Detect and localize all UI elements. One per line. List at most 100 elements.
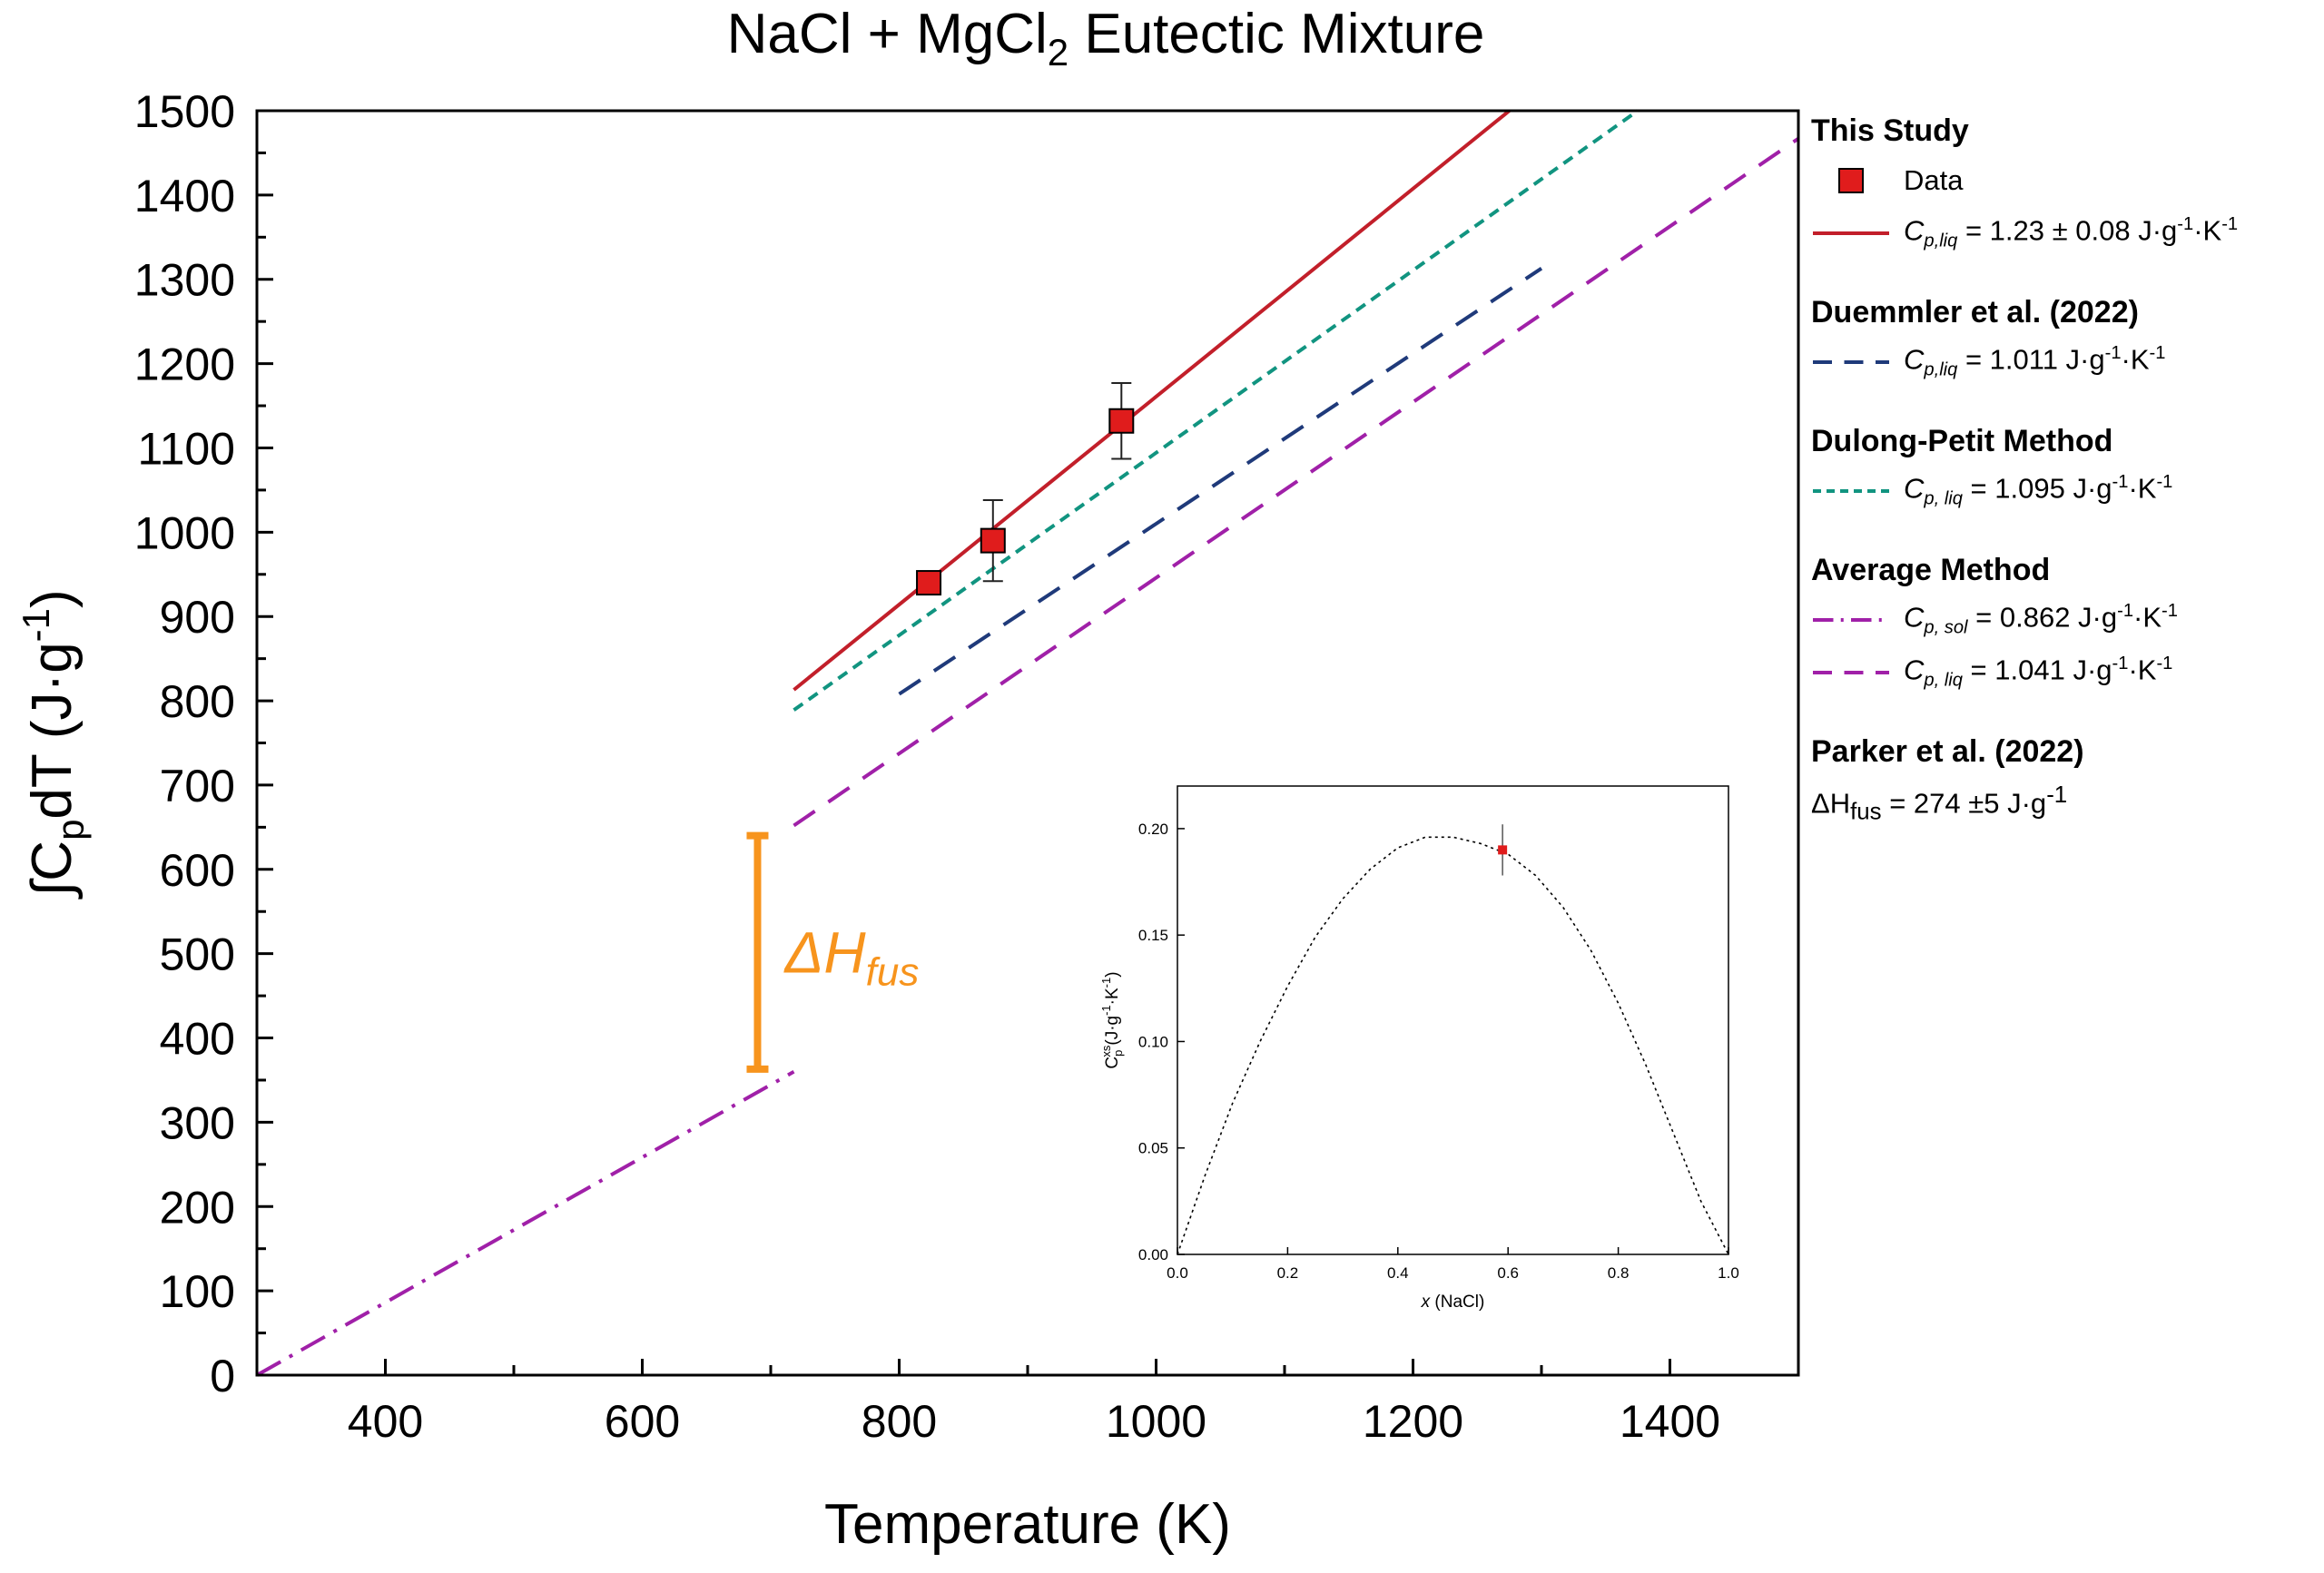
legend-label-symbol: C	[1904, 601, 1925, 634]
inset-x-tick-label: 0.4	[1387, 1264, 1409, 1282]
chart-title: NaCl + MgCl2 Eutectic Mixture	[727, 3, 1485, 74]
inset-x-tick-label: 0.0	[1167, 1264, 1188, 1282]
legend-group-title: Average Method	[1811, 553, 2051, 587]
y-tick-label: 300	[160, 1097, 235, 1148]
inset-axis-ticks: 0.0 0.2 0.4 0.6 0.8 1.0 0.00 0.05 0.10 0.15 0.20	[1138, 821, 1739, 1282]
series-line	[793, 109, 1640, 712]
ylabel-text: dT (J·g	[21, 642, 84, 819]
annotation-text: ΔH	[783, 919, 866, 985]
legend-entry: Cp, liq = 1.041 J·g-1·K-1	[1811, 646, 2319, 699]
ylabel-text: )	[21, 589, 84, 608]
inset-y-tick-label: 0.10	[1138, 1033, 1168, 1050]
y-tick-label: 1300	[134, 255, 235, 306]
legend-label-text: ·K	[2128, 472, 2157, 505]
plot-frame	[255, 109, 1800, 1377]
legend-swatch	[1811, 220, 1891, 247]
data-point	[980, 527, 1006, 554]
y-tick-label: 1500	[134, 86, 235, 137]
y-tick-label: 400	[160, 1014, 235, 1065]
legend-entry: Cp,liq = 1.011 J·g-1·K-1	[1811, 336, 2319, 388]
data-point	[916, 570, 942, 596]
title-text: Eutectic Mixture	[1068, 3, 1484, 65]
series-line	[793, 136, 1800, 828]
legend-group-title: Duemmler et al. (2022)	[1811, 295, 2139, 329]
legend-swatch	[1811, 659, 1891, 686]
legend-label-subscript-text: p, sol	[1924, 617, 1968, 638]
legend-group: Duemmler et al. (2022) Cp,liq = 1.011 J·g…	[1811, 292, 2319, 388]
legend-group-title: Dulong-Petit Method	[1811, 424, 2113, 458]
legend-group: This Study Data Cp,liq = 1.23 ± 0.08 J·g-1…	[1811, 111, 2319, 260]
legend-label-text: = 1.095 J·g	[1962, 472, 2112, 505]
series-line	[256, 1069, 795, 1377]
legend-label-superscript: -1	[2104, 343, 2122, 364]
series-layer: ΔHfus	[256, 109, 1800, 1377]
legend-note-text: ΔH	[1811, 787, 1851, 820]
legend-label-text: ·K	[2121, 343, 2150, 376]
y-tick-label: 100	[160, 1266, 235, 1317]
x-tick-label: 1000	[1106, 1396, 1206, 1447]
y-tick-label: 600	[160, 845, 235, 896]
legend-label-text: = 1.041 J·g	[1962, 654, 2112, 686]
legend-label-subscript: p, sol	[1924, 618, 1967, 638]
legend-label-superscript: -1	[2162, 601, 2178, 622]
inset-background	[1177, 786, 1728, 1254]
legend-label-subscript: p,liq	[1924, 231, 1957, 251]
legend-swatch-graphic	[1813, 618, 1889, 622]
legend-note-subscript: fus	[1850, 799, 1882, 825]
inset-series-line	[1177, 836, 1729, 1255]
legend-label-superscript: -1	[2149, 343, 2166, 364]
title-text: NaCl + MgCl	[727, 3, 1048, 65]
legend-entry: Cp, liq = 1.095 J·g-1·K-1	[1811, 465, 2319, 517]
inset-x-axis-label: x (NaCl)	[1421, 1293, 1485, 1312]
inset-y-tick-label: 0.15	[1138, 927, 1168, 944]
inset-x-tick-label: 0.8	[1608, 1264, 1630, 1282]
legend-group: Parker et al. (2022) ΔHfus = 274 ±5 J·g-1	[1811, 732, 2319, 832]
annotation-label: ΔHfus	[783, 919, 919, 994]
legend-swatch	[1811, 167, 1891, 194]
x-tick-label: 600	[605, 1396, 680, 1447]
legend-entry-label: Cp, liq = 1.095 J·g-1·K-1	[1904, 472, 2172, 510]
inset-ylabel-text: C	[1103, 1057, 1122, 1069]
legend-label-subscript-text: p, liq	[1924, 488, 1963, 509]
legend-swatch	[1811, 477, 1891, 505]
y-tick-label: 900	[160, 592, 235, 643]
legend-entry-label: Cp, sol = 0.862 J·g-1·K-1	[1904, 601, 2178, 639]
x-tick-label: 800	[862, 1396, 937, 1447]
data-point	[1108, 408, 1135, 434]
legend-marker-square	[1838, 168, 1864, 193]
y-tick-label: 1200	[134, 339, 235, 390]
legend-entry-label: Cp,liq = 1.23 ± 0.08 J·g-1·K-1	[1904, 214, 2238, 252]
ylabel-text: ∫C	[21, 841, 84, 900]
legend-label-superscript: -1	[2156, 472, 2173, 493]
legend-note-text: = 274 ±5 J·g	[1881, 787, 2047, 820]
inset-ylabel-superscript: -1	[1099, 1005, 1113, 1016]
legend-label-symbol: C	[1904, 214, 1925, 247]
x-axis-label: Temperature (K)	[824, 1493, 1231, 1556]
legend-entry-label: Cp,liq = 1.011 J·g-1·K-1	[1904, 343, 2165, 381]
ylabel-superscript: -1	[15, 608, 57, 642]
inset-x-tick-label: 0.2	[1277, 1264, 1299, 1282]
x-tick-label: 400	[348, 1396, 423, 1447]
inset-ylabel-superscript: xs	[1099, 1045, 1113, 1057]
legend-swatch-graphic	[1838, 168, 1864, 193]
legend-group: Average Method Cp, sol = 0.862 J·g-1·K-1 C…	[1811, 550, 2319, 699]
legend-label-text: = 1.23 ± 0.08 J·g	[1957, 214, 2178, 247]
legend-entry: Data	[1811, 154, 2319, 207]
legend-label-text: ·K	[2133, 601, 2162, 634]
inset-frame	[1177, 785, 1729, 1255]
inset-y-tick-label: 0.20	[1138, 821, 1168, 838]
y-tick-label: 500	[160, 929, 235, 980]
inset-ylabel-text: (J·g	[1103, 1016, 1122, 1046]
x-tick-label: 1200	[1363, 1396, 1463, 1447]
legend-note: ΔHfus = 274 ±5 J·g-1	[1811, 775, 2319, 832]
inset-ylabel-superscript: -1	[1099, 978, 1113, 988]
legend-label-symbol: C	[1904, 654, 1925, 686]
legend-label-superscript: -1	[2156, 654, 2173, 674]
main-chart: NaCl + MgCl2 Eutectic Mixture 400 600 800 1…	[15, 3, 1800, 1556]
inset-y-axis-label: Cpxs(J·g-1·K-1)	[1099, 971, 1125, 1068]
legend-label-text: = 1.011 J·g	[1957, 343, 2105, 376]
legend-group-title: This Study	[1811, 113, 1969, 148]
inset-ylabel-text: ·K	[1103, 988, 1122, 1005]
y-axis-label: ∫CpdT (J·g-1)	[15, 589, 92, 899]
y-tick-label: 0	[210, 1351, 235, 1401]
